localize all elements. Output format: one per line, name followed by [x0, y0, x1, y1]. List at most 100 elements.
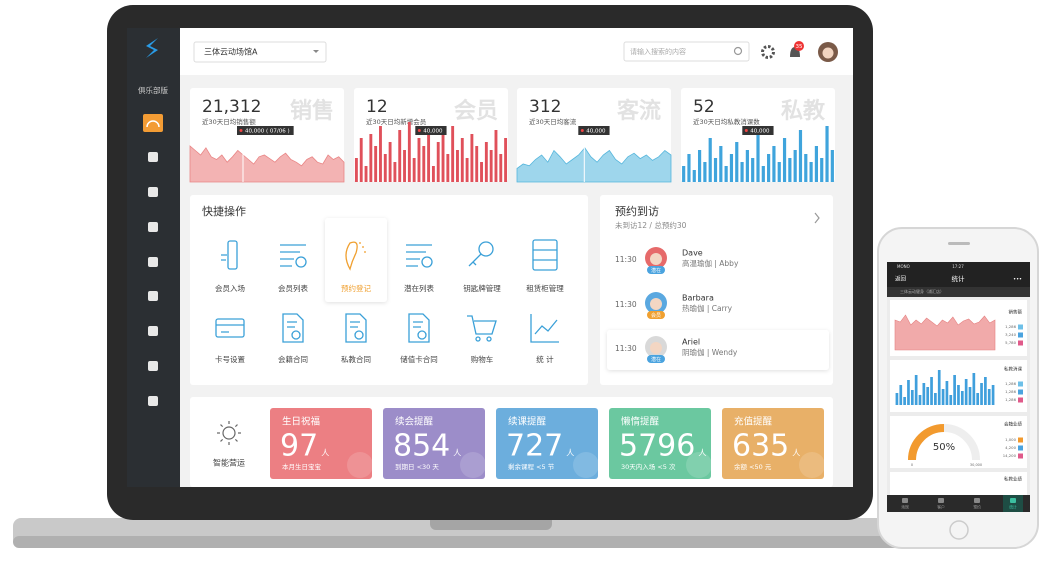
reminder-note: 30天内入场 <5 次 — [621, 462, 676, 471]
stat-bar — [687, 154, 691, 182]
stat-bar — [407, 122, 411, 182]
phone-legend-swatch — [1018, 445, 1023, 451]
reminder-title: 充值提醒 — [734, 416, 773, 428]
gauge-min: 0 — [911, 463, 913, 467]
stat-bar — [504, 138, 508, 182]
visit-name: Barbara — [682, 294, 714, 303]
action-icon — [215, 318, 245, 338]
phone-card-title: 私教业绩 — [1004, 476, 1022, 483]
phone-tab-label: 预约 — [973, 505, 981, 510]
visit-tag — [647, 355, 665, 363]
search-icon — [733, 46, 743, 56]
visit-tag-text: 会员 — [651, 312, 661, 319]
tooltip-bg — [237, 126, 294, 135]
tooltip-bg — [742, 126, 774, 135]
action-icon — [295, 256, 307, 268]
visits-chevron — [814, 212, 820, 224]
stat-bar — [431, 166, 435, 182]
phone-tab-icon — [902, 498, 908, 503]
reminder-deco — [799, 452, 825, 478]
action-label: 会员入场 — [215, 283, 245, 293]
tooltip-bg — [578, 126, 610, 135]
operations-icon — [234, 424, 238, 428]
stat-bar — [417, 138, 421, 182]
phone-bar — [914, 375, 918, 405]
visit-detail: 热瑜伽 | Carry — [682, 303, 733, 313]
phone-tab-icon — [1010, 498, 1016, 503]
tooltip-text: 40,000 — [750, 129, 770, 135]
reminder-unit: 人 — [698, 449, 706, 458]
reminder-title: 生日祝福 — [282, 416, 320, 428]
action-label: 潜在列表 — [404, 283, 434, 293]
notification-count: 35 — [796, 44, 803, 50]
operations-icon — [222, 426, 236, 440]
action-label: 会员列表 — [278, 283, 308, 293]
phone-back: 返回 — [895, 276, 907, 283]
phone-bar — [957, 385, 960, 405]
phone-card-title: 会籍业绩 — [1004, 421, 1022, 428]
stat-bar — [697, 150, 702, 182]
stat-bar — [772, 146, 776, 182]
nav-icon — [148, 257, 158, 267]
stat-bar — [441, 130, 445, 182]
action-icon — [475, 336, 481, 342]
action-icon — [468, 253, 482, 267]
stat-bar — [364, 166, 368, 182]
phone-time: 17:27 — [952, 264, 964, 269]
quick-actions-title: 快捷操作 — [202, 204, 246, 218]
stat-bar — [499, 154, 503, 182]
operations-title: 智能营运 — [213, 458, 245, 468]
tooltip-dot — [239, 129, 243, 132]
action-icon — [345, 313, 367, 343]
nav-icon — [148, 222, 158, 232]
phone-bar — [910, 390, 914, 405]
stat-bar — [809, 162, 813, 182]
action-icon — [486, 336, 492, 342]
phone-legend-value: 1,286 — [1005, 397, 1016, 402]
stat-bar — [383, 154, 387, 182]
stat-bar — [354, 158, 358, 182]
nav-icon — [146, 120, 160, 128]
visit-detail: 高温瑜伽 | Abby — [682, 258, 739, 268]
stat-name: 销售 — [290, 98, 334, 124]
visit-tag — [647, 311, 665, 319]
stat-bar — [398, 130, 402, 182]
phone-bar — [976, 393, 980, 405]
phone-legend-value: 4,200 — [1005, 445, 1016, 450]
stat-bar — [393, 162, 397, 182]
phone-bar — [960, 391, 964, 405]
operations-icon — [234, 438, 238, 442]
action-label: 私教合同 — [341, 354, 371, 364]
reminder-note: 到期日 <30 天 — [395, 463, 439, 471]
stat-bar — [751, 158, 755, 182]
laptop-base-edge — [13, 536, 968, 548]
user-avatar-face — [822, 47, 834, 59]
stat-bar — [446, 154, 450, 182]
stat-bar — [820, 158, 824, 182]
visit-tag-text: 潜在 — [651, 356, 661, 363]
reminder-card — [383, 408, 485, 479]
stat-name: 客流 — [617, 98, 661, 124]
action-icon — [421, 256, 433, 268]
stat-bar — [713, 158, 718, 182]
phone-bar — [903, 397, 906, 405]
phone-legend-swatch — [1018, 389, 1023, 395]
phone-legend-swatch — [1018, 332, 1023, 338]
stat-bar — [460, 138, 464, 182]
action-label: 卡号设置 — [215, 354, 245, 364]
reminder-count: 97 — [280, 429, 318, 464]
stat-bar — [465, 158, 469, 182]
stat-bar — [804, 154, 808, 182]
phone-bar — [934, 393, 937, 405]
reminder-deco — [573, 452, 599, 478]
phone-area — [894, 314, 996, 351]
reminder-title: 懒惰提醒 — [621, 416, 660, 428]
search-box — [623, 41, 750, 62]
action-icon — [291, 330, 301, 340]
stat-bar — [489, 150, 493, 182]
edition: 俱乐部版 — [138, 85, 168, 95]
reminder-count: 5796 — [619, 429, 695, 464]
stat-bar — [740, 162, 744, 182]
reminder-card — [270, 408, 372, 479]
